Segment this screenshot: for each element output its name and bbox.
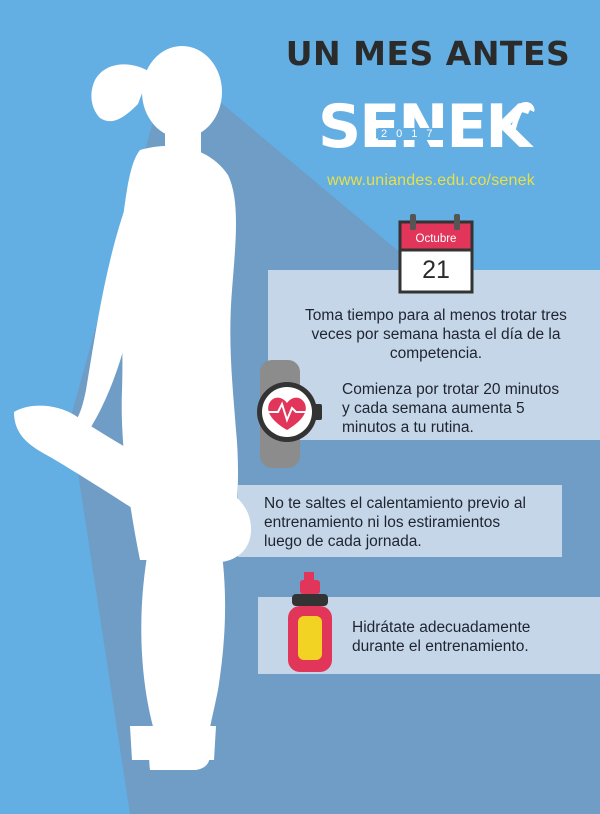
- tip-4: Hidrátate adecuadamente durante el entre…: [352, 618, 592, 656]
- tip-1-line-3: competencia.: [389, 345, 483, 362]
- tip-2-line-2: y cada semana aumenta 5: [342, 400, 525, 417]
- tip-3: No te saltes el calentamiento previo al …: [264, 494, 560, 551]
- tip-2-line-1: Comienza por trotar 20 minutos: [342, 381, 560, 398]
- tip-2-line-3: minutos a tu rutina.: [342, 419, 474, 436]
- tip-2: Comienza por trotar 20 minutos y cada se…: [342, 380, 592, 437]
- tip-3-line-2: entrenamiento ni los estiramientos: [264, 514, 501, 531]
- senek-logo: SENEK 2017: [318, 92, 548, 168]
- calendar-month: Octubre: [415, 233, 457, 245]
- horse-logo-icon: [508, 102, 535, 136]
- calendar-day: 21: [422, 256, 450, 284]
- panel-1: [268, 270, 600, 440]
- logo-name: SENEK: [318, 92, 532, 162]
- tip-3-line-3: luego de cada jornada.: [264, 533, 422, 550]
- tip-1-line-2: veces por semana hasta el día de la: [311, 326, 561, 343]
- logo-year: 2017: [378, 128, 445, 140]
- tip-1: Toma tiempo para al menos trotar tres ve…: [280, 306, 592, 363]
- website-url: www.uniandes.edu.co/senek: [327, 172, 535, 189]
- tip-4-line-1: Hidrátate adecuadamente: [352, 619, 531, 636]
- tip-1-line-1: Toma tiempo para al menos trotar tres: [305, 307, 567, 324]
- tip-4-line-2: durante el entrenamiento.: [352, 638, 529, 655]
- panel-2: [238, 485, 562, 557]
- page-title: UN MES ANTES: [285, 34, 571, 73]
- tip-3-line-1: No te saltes el calentamiento previo al: [264, 495, 526, 512]
